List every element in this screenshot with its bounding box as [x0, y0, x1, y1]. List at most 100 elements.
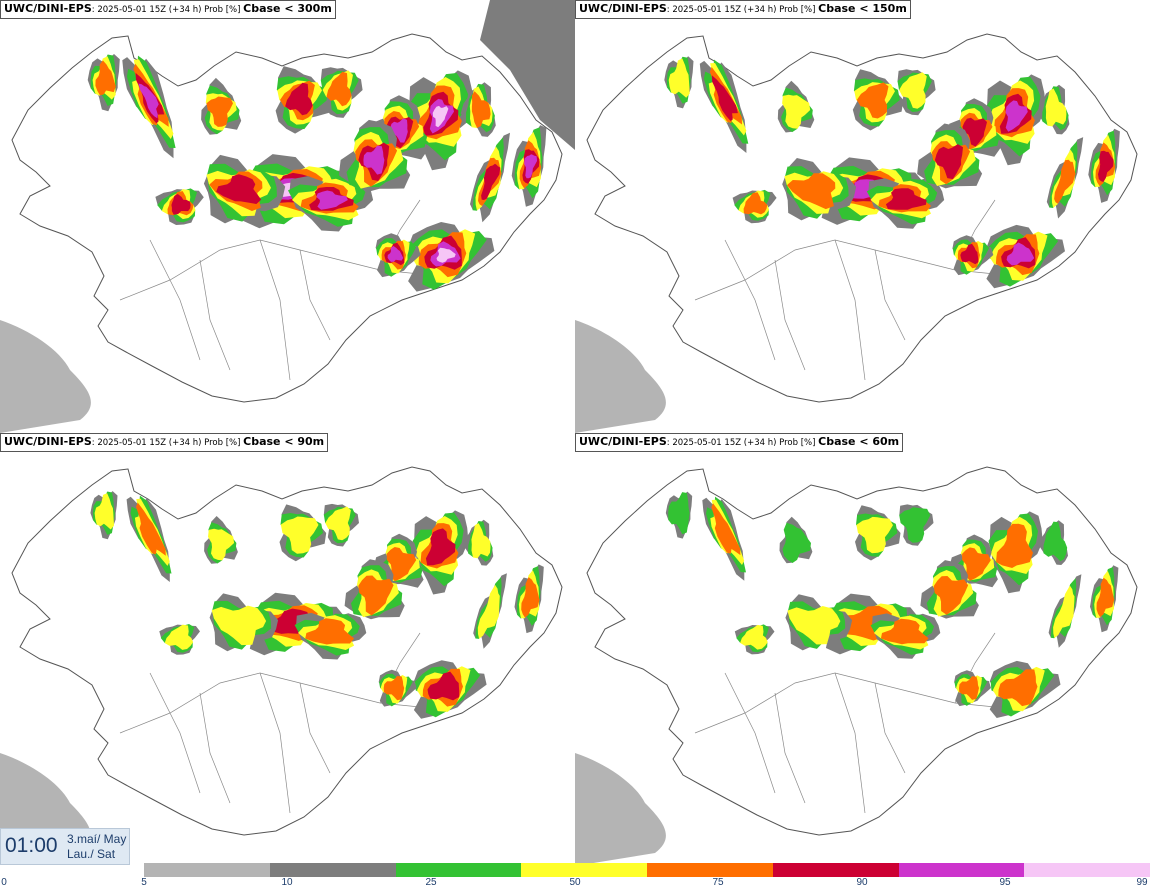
color-scale-tick-label: 75: [712, 877, 724, 888]
probability-contour: [1045, 88, 1067, 127]
probability-contour: [711, 75, 738, 122]
district-boundary: [774, 692, 806, 804]
probability-contour: [521, 577, 540, 618]
probability-contour: [856, 516, 893, 554]
probability-contour: [138, 83, 159, 119]
probability-contour: [432, 105, 449, 128]
map-panel-60m: UWC/DINI-EPS: 2025-05-01 15Z (+34 h) Pro…: [575, 433, 1150, 863]
color-scale-tick-label: 50: [569, 877, 581, 888]
color-scale-tick-label: 25: [425, 877, 437, 888]
color-scale-tick-label: 90: [856, 877, 868, 888]
panel-title: UWC/DINI-EPS: 2025-05-01 15Z (+34 h) Pro…: [0, 433, 329, 452]
probability-contour: [786, 173, 836, 210]
probability-contour: [94, 493, 114, 530]
color-scale-swatch: [144, 863, 270, 877]
color-scale-swatch: [395, 863, 522, 877]
probability-contour: [216, 174, 262, 204]
probability-contour: [880, 618, 929, 645]
probability-contour: [477, 584, 500, 639]
probability-contour: [524, 154, 538, 179]
probability-contour: [1043, 521, 1068, 562]
map-panel-90m: UWC/DINI-EPS: 2025-05-01 15Z (+34 h) Pro…: [0, 433, 575, 863]
probability-map-150m: [575, 33, 1138, 433]
probability-contour: [743, 192, 768, 215]
color-scale-swatch: [772, 863, 899, 877]
district-boundary: [834, 239, 866, 381]
district-boundary: [724, 239, 776, 361]
color-scale-ticks: 0 5 10 25 50 75 90 95 99: [0, 877, 1150, 891]
map-panel-300m: UWC/DINI-EPS: 2025-05-01 15Z (+34 h) Pro…: [0, 0, 575, 433]
district-boundary: [199, 259, 231, 371]
probability-contour: [1006, 242, 1035, 266]
probability-map-90m: [0, 466, 563, 863]
district-boundary: [259, 239, 291, 381]
probability-contour: [471, 91, 491, 128]
probability-contour: [280, 516, 319, 554]
offshore-cloud-area: [575, 753, 666, 863]
probability-contour: [427, 671, 460, 701]
probability-contour: [208, 528, 235, 561]
probability-contour: [959, 676, 979, 700]
probability-contour: [934, 144, 963, 180]
offshore-cloud-area: [480, 0, 575, 150]
probability-contour: [363, 145, 385, 175]
probability-contour: [711, 503, 741, 556]
probability-contour: [787, 606, 841, 645]
probability-contour: [471, 523, 491, 559]
valid-date: 3.maí/ May: [67, 832, 127, 846]
color-scale-swatch: [647, 863, 773, 877]
probability-contour: [425, 528, 456, 566]
probability-contour: [668, 492, 690, 535]
probability-contour: [856, 82, 889, 119]
probability-contour: [960, 243, 979, 265]
district-boundary: [119, 672, 431, 734]
valid-weekday: Lau./ Sat: [67, 847, 116, 861]
probability-contour: [171, 194, 191, 215]
probability-contour: [481, 163, 501, 200]
map-panel-150m: UWC/DINI-EPS: 2025-05-01 15Z (+34 h) Pro…: [575, 0, 1150, 433]
panel-title: UWC/DINI-EPS: 2025-05-01 15Z (+34 h) Pro…: [575, 433, 904, 452]
probability-contour: [164, 624, 194, 650]
color-scale-tick-label: 10: [281, 877, 293, 888]
probability-contour: [782, 522, 811, 563]
panel-title: UWC/DINI-EPS: 2025-05-01 15Z (+34 h) Pro…: [575, 0, 911, 19]
probability-contour: [1096, 577, 1115, 617]
probability-contour: [305, 618, 355, 645]
district-boundary: [694, 672, 1006, 734]
probability-contour: [285, 82, 313, 116]
valid-time: 01:00: [5, 834, 58, 857]
offshore-cloud-area: [0, 320, 91, 433]
district-boundary: [834, 672, 866, 814]
probability-contour: [1005, 100, 1028, 132]
district-boundary: [199, 692, 231, 804]
district-boundary: [259, 672, 291, 814]
probability-contour: [386, 547, 417, 582]
color-scale-tick-label: 99: [1136, 877, 1148, 888]
probability-contour: [1054, 159, 1076, 204]
district-boundary: [119, 239, 431, 301]
district-boundary: [299, 682, 331, 774]
district-boundary: [149, 672, 201, 794]
probability-contour: [899, 72, 927, 109]
panel-title: UWC/DINI-EPS: 2025-05-01 15Z (+34 h) Pro…: [0, 0, 336, 19]
district-boundary: [299, 249, 331, 341]
probability-contour: [740, 624, 768, 650]
probability-contour: [95, 60, 116, 96]
color-scale-swatch: [1024, 863, 1150, 877]
probability-contour: [996, 523, 1033, 568]
district-boundary: [149, 239, 201, 361]
probability-contour: [358, 575, 394, 616]
offshore-cloud-area: [575, 320, 666, 433]
color-scale-tick-label: 5: [141, 877, 147, 888]
color-scale-swatch: [521, 863, 647, 877]
probability-contour: [885, 188, 927, 210]
probability-contour: [962, 547, 991, 581]
probability-contour: [387, 246, 404, 262]
district-boundary: [874, 682, 906, 774]
color-scale-swatch: [269, 863, 396, 877]
color-scale-tick-label: 0: [1, 877, 7, 888]
district-boundary: [874, 249, 906, 341]
probability-contour: [1098, 150, 1114, 182]
district-boundary: [724, 672, 776, 794]
probability-contour: [962, 117, 987, 147]
